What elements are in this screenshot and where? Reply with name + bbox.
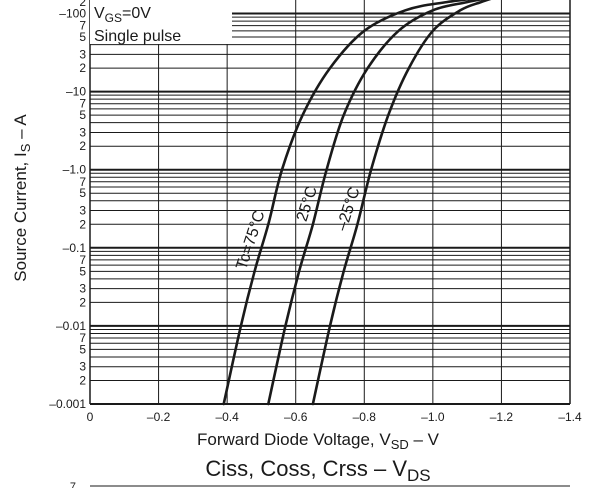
y-axis-label-main: Source Current, I (11, 152, 30, 281)
condition-single-pulse: Single pulse (94, 28, 181, 45)
y-tick-label: 7 (79, 331, 86, 345)
y-tick-label: 2 (79, 0, 86, 9)
y-tick-label: –10 (66, 85, 86, 99)
x-tick-label: 0 (87, 410, 94, 424)
y-tick-label: 3 (79, 282, 86, 296)
y-tick-label: –0.1 (63, 241, 87, 255)
x-tick-label: –0.6 (284, 410, 308, 424)
plot-frame (89, 0, 571, 405)
y-tick-label: 5 (79, 186, 86, 200)
x-tick-label: –1.2 (490, 410, 514, 424)
next-chart-title: Ciss, Coss, Crss – VDS (205, 456, 430, 485)
y-tick-label: 2 (79, 61, 86, 75)
y-axis-label-unit: – A (11, 114, 30, 144)
condition-vgs-rest: =0V (122, 5, 151, 22)
y-axis-label-sub: S (18, 143, 33, 152)
y-axis-label: Source Current, IS – A (11, 114, 33, 282)
condition-vgs-main: V (94, 5, 105, 22)
y-tick-label: 2 (79, 295, 86, 309)
x-axis-label-main: Forward Diode Voltage, V (197, 430, 391, 449)
y-tick-label: 3 (79, 204, 86, 218)
y-tick-label: 2 (79, 373, 86, 387)
x-axis-label: Forward Diode Voltage, VSD – V (197, 430, 440, 452)
y-tick-label: –100 (59, 7, 86, 21)
y-tick-label: 5 (79, 264, 86, 278)
y-tick-label: 7 (79, 253, 86, 267)
y-tick-label: 3 (79, 125, 86, 139)
y-tick-label: 5 (79, 30, 86, 44)
x-tick-label: –0.8 (353, 410, 377, 424)
next-chart-title-sub: DS (407, 466, 431, 485)
y-tick-label: 5 (79, 342, 86, 356)
y-tick-label: 3 (79, 360, 86, 374)
labels: 0 –0.2 –0.4 –0.6 –0.8 –1.0 –1.2 –1.4–0.0012357–… (49, 0, 582, 424)
x-tick-label: –1.0 (421, 410, 445, 424)
y-tick-label: 2 (79, 217, 86, 231)
x-tick-label: –0.4 (215, 410, 239, 424)
x-tick-label: –0.2 (147, 410, 171, 424)
series-line (267, 0, 485, 406)
condition-box (90, 0, 232, 44)
grid (89, 0, 571, 405)
y-tick-label: 3 (79, 47, 86, 61)
y-tick-label: –0.001 (49, 397, 86, 411)
y-tick-label: 7 (79, 19, 86, 33)
y-tick-label: –1.0 (63, 163, 87, 177)
series-line (311, 0, 492, 406)
condition-vgs: VGS=0V (94, 5, 151, 25)
x-axis-label-sub: SD (391, 437, 409, 452)
y-tick-label: –0.01 (56, 319, 86, 333)
x-axis-label-unit: – V (409, 430, 440, 449)
y-tick-label: 5 (79, 108, 86, 122)
y-tick-label: 7 (79, 97, 86, 111)
next-chart-tick: 7 (70, 481, 76, 488)
series-group (222, 0, 492, 406)
series-line (222, 0, 473, 406)
y-tick-label: 2 (79, 139, 86, 153)
next-chart-title-main: Ciss, Coss, Crss – V (205, 456, 407, 481)
condition-vgs-sub: GS (105, 11, 122, 25)
y-tick-label: 7 (79, 175, 86, 189)
x-tick-label: –1.4 (558, 410, 582, 424)
